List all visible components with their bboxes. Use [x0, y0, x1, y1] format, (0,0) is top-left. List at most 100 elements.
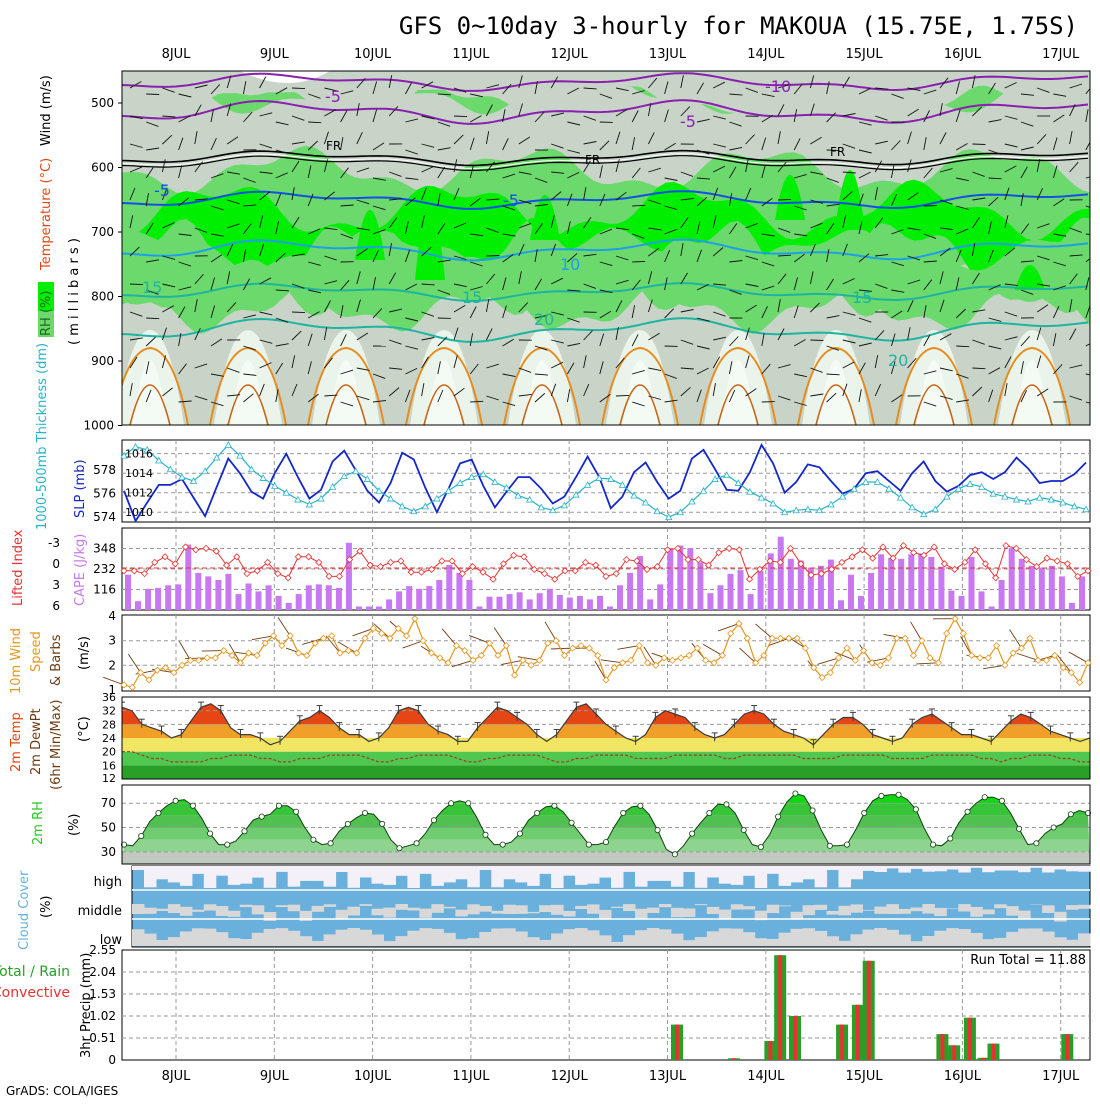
cloud-gap-middle	[827, 911, 840, 915]
isotherm-label-20-a: 20	[534, 310, 554, 329]
cape-bar	[928, 557, 934, 610]
cape-bar	[215, 580, 221, 610]
cape-bar	[918, 553, 924, 610]
cape-bar	[195, 573, 201, 610]
cloud-gap-low	[563, 929, 576, 946]
rh2m-point	[259, 814, 264, 819]
cloud-gap-high	[324, 866, 337, 887]
cloud-gap-low	[791, 929, 804, 946]
wind10m-label-b: Speed	[29, 631, 44, 672]
cloud-gap-high	[1078, 866, 1091, 872]
slp-axis-label: SLP (mb)	[73, 459, 88, 518]
top-date-label: 14JUL	[747, 47, 785, 62]
rh2m-tick-label: 70	[101, 796, 116, 810]
thickness-tick-label: 576	[93, 487, 116, 501]
li-tick-label: 3	[52, 578, 60, 592]
wind-tick-label: 2	[108, 658, 116, 672]
rh2m-point	[242, 829, 247, 834]
rh2m-point	[655, 827, 660, 832]
cloud-gap-middle	[803, 905, 816, 915]
top-date-label: 16JUL	[944, 47, 982, 62]
isotherm-label-neg10: -10	[765, 77, 791, 96]
rh2m-point	[931, 842, 936, 847]
cape-bar	[225, 574, 231, 610]
temp-tick-label: 12	[102, 772, 116, 785]
rh2m-point	[672, 852, 677, 857]
rh2m-point	[276, 803, 281, 808]
cloud-gap-high	[228, 866, 241, 885]
cloud-gap-middle	[144, 908, 157, 914]
cape-bar	[948, 591, 954, 610]
isotherm-label-10: 10	[560, 255, 580, 274]
cape-bar	[155, 588, 161, 610]
wind-barb	[454, 116, 467, 117]
cloud-gap-high	[599, 866, 612, 878]
cloud-gap-middle	[863, 910, 876, 911]
pressure-tick-label: 1000	[83, 419, 114, 433]
cape-bar	[697, 562, 703, 610]
cloud-gap-high	[312, 866, 325, 881]
cape-tick-label: 232	[93, 562, 116, 576]
cape-bar	[567, 598, 573, 610]
cloud-gap-high	[467, 866, 480, 887]
cloud-gap-low	[587, 930, 600, 946]
cloud-gap-middle	[1078, 905, 1091, 909]
precip-axis-label: 3hr Precip (mm)	[79, 953, 94, 1058]
cloud-gap-high	[348, 866, 361, 888]
cloud-gap-middle	[192, 910, 205, 912]
cloud-gap-middle	[503, 905, 516, 914]
cloud-gap-low	[958, 929, 971, 946]
cloud-gap-high	[827, 866, 840, 870]
wind-tick-label: 3	[108, 634, 116, 648]
cape-bar	[487, 597, 493, 610]
cloud-gap-low	[467, 938, 480, 946]
rh2m-point	[449, 801, 454, 806]
cloud-gap-middle	[132, 904, 145, 914]
cloud-gap-low	[288, 931, 301, 946]
rh2m-tick-label: 30	[101, 845, 116, 859]
cape-bar	[667, 548, 673, 610]
cloud-gap-low	[827, 936, 840, 946]
isotherm-label-15-c: 15	[852, 288, 872, 307]
cloud-gap-high	[563, 866, 576, 876]
cloud-gap-low	[994, 938, 1007, 946]
cape-tick-label: 348	[93, 542, 116, 556]
cloud-gap-low	[455, 939, 468, 946]
cape-bar	[597, 596, 603, 610]
cape-bar	[527, 599, 533, 610]
cloud-gap-low	[360, 930, 373, 946]
cape-bar	[125, 575, 131, 610]
rh2m-point	[879, 793, 884, 798]
cape-bar	[557, 595, 563, 610]
rh2m-point	[586, 842, 591, 847]
cloud-gap-middle	[1066, 905, 1079, 910]
cloud-gap-high	[288, 866, 301, 887]
cloud-gap-low	[839, 941, 852, 946]
cloud-gap-low	[312, 941, 325, 946]
cloud-gap-middle	[910, 908, 923, 912]
cloud-gap-low	[731, 929, 744, 946]
chart-title: GFS 0~10day 3-hourly for MAKOUA (15.75E,…	[399, 12, 1078, 40]
slp-tick-label: 1014	[125, 467, 153, 480]
cloud-gap-high	[851, 866, 864, 879]
rh2m-point	[380, 821, 385, 826]
cloud-gap-low	[623, 935, 636, 946]
cape-bar	[175, 584, 181, 610]
precip-convective-bar	[675, 1025, 679, 1060]
cape-bar	[406, 586, 412, 610]
cloud-gap-low	[934, 931, 947, 946]
rh2m-point	[724, 802, 729, 807]
cape-bar	[1029, 566, 1035, 610]
top-date-label: 12JUL	[551, 47, 589, 62]
cloud-gap-low	[779, 933, 792, 946]
isotherm-label-n5-a: -5	[154, 181, 170, 200]
cloud-gap-high	[970, 866, 983, 868]
thickness-tick-label: 578	[93, 463, 116, 477]
cloud-gap-high	[671, 866, 684, 887]
precip-convective-bar	[1065, 1034, 1069, 1060]
cloud-gap-middle	[431, 904, 444, 913]
